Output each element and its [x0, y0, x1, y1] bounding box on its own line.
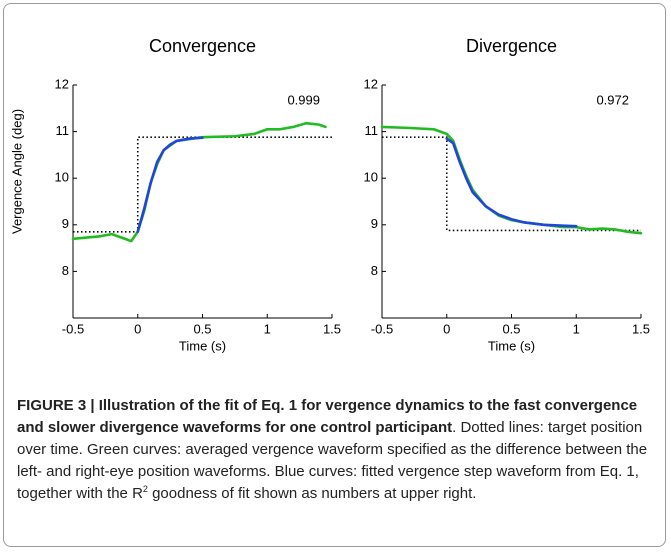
x-tick-label: 1 [573, 321, 580, 336]
x-tick-label: 1.5 [632, 321, 650, 336]
y-tick-label: 11 [365, 123, 379, 138]
caption: FIGURE 3 | Illustration of the fit of Eq… [17, 395, 657, 505]
y-tick-label: 9 [62, 216, 69, 231]
x-tick-label: 0 [134, 321, 141, 336]
y-axis-label: Vergence Angle (deg) [9, 109, 24, 234]
target-line [73, 136, 332, 233]
x-tick-label: -0.5 [62, 321, 84, 336]
caption-superscript: 2 [142, 484, 148, 494]
y-tick-label: 10 [364, 170, 378, 185]
chart-title: Convergence [149, 36, 256, 56]
y-tick-label: 9 [371, 216, 378, 231]
y-tick-label: 12 [55, 76, 69, 91]
x-tick-label: 0.5 [502, 321, 520, 336]
target-line [382, 136, 641, 232]
y-tick-label: 8 [62, 263, 69, 278]
chart-title: Divergence [466, 36, 557, 56]
x-tick-label: 1.5 [323, 321, 341, 336]
data-line [71, 121, 327, 243]
caption-body: . Dotted lines: target position over tim… [17, 419, 648, 502]
annotation: 0.972 [596, 92, 629, 107]
data-line [445, 137, 578, 228]
x-axis-label: Time (s) [179, 338, 226, 353]
data-line [380, 125, 643, 235]
data-line [136, 136, 204, 234]
caption-body: goodness of fit shown as numbers at uppe… [147, 485, 477, 502]
frame [3, 3, 666, 547]
y-tick-label: 12 [364, 76, 378, 91]
y-tick-label: 10 [55, 170, 69, 185]
x-tick-label: 1 [264, 321, 271, 336]
x-tick-label: 0 [443, 321, 450, 336]
caption-label: FIGURE 3 | Illustration of the fit of Eq… [17, 397, 638, 436]
annotation: 0.999 [287, 92, 320, 107]
x-tick-label: 0.5 [193, 321, 211, 336]
x-axis-label: Time (s) [488, 338, 535, 353]
y-tick-label: 11 [56, 123, 70, 138]
y-tick-label: 8 [371, 263, 378, 278]
x-tick-label: -0.5 [371, 321, 393, 336]
